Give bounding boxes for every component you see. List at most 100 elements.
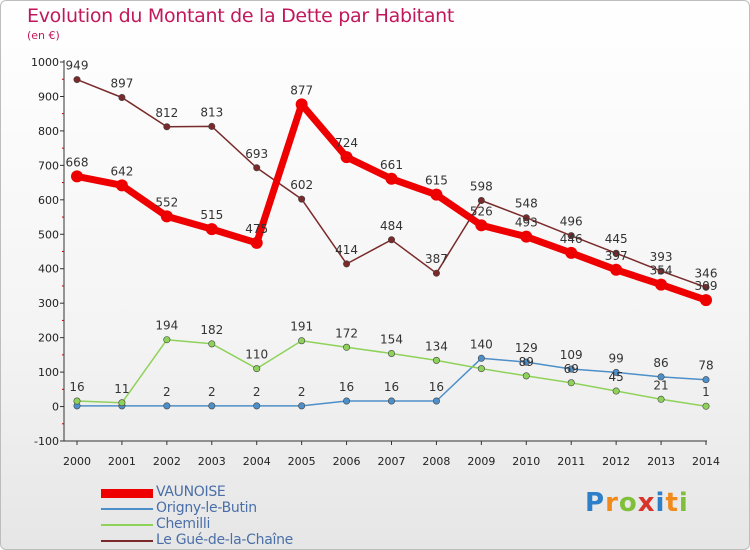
data-label: 414	[335, 243, 358, 257]
legend-swatch	[101, 488, 153, 498]
data-point	[430, 188, 443, 201]
y-tick-label: 200	[38, 332, 59, 345]
legend-swatch	[101, 508, 153, 510]
data-point	[702, 376, 710, 384]
data-label: 109	[560, 348, 583, 362]
data-label: 99	[609, 351, 624, 365]
data-point	[208, 402, 216, 410]
x-tick-label: 2014	[692, 455, 720, 468]
data-label: 2	[208, 385, 216, 399]
data-label: 191	[290, 320, 313, 334]
data-point	[522, 358, 530, 366]
data-label: 2	[163, 385, 171, 399]
data-point	[657, 395, 665, 403]
data-label: 693	[245, 147, 268, 161]
legend-label: Le Gué-de-la-Chaîne	[156, 532, 293, 548]
data-label: 16	[69, 380, 84, 394]
x-tick-label: 2009	[467, 455, 495, 468]
chart-title: Evolution du Montant de la Dette par Hab…	[27, 5, 455, 27]
data-point	[385, 172, 398, 185]
legend-label: Origny-le-Butin	[156, 500, 257, 516]
data-label: 2	[298, 385, 306, 399]
data-point	[298, 195, 306, 203]
data-point	[343, 397, 351, 405]
data-label: 642	[110, 164, 133, 178]
data-label: 496	[560, 215, 583, 229]
data-point	[567, 379, 575, 387]
x-tick-label: 2008	[422, 455, 450, 468]
x-tick-label: 2013	[647, 455, 675, 468]
data-label: 397	[605, 249, 628, 263]
data-point	[612, 368, 620, 376]
data-point	[115, 179, 128, 192]
data-point	[387, 397, 395, 405]
x-tick-label: 2003	[198, 455, 226, 468]
data-label: 45	[609, 370, 624, 384]
data-point	[432, 397, 440, 405]
data-point	[657, 373, 665, 381]
data-point	[340, 151, 353, 164]
data-point	[387, 349, 395, 357]
data-label: 11	[114, 382, 129, 396]
data-label: 813	[200, 105, 223, 119]
y-tick-label: 0	[52, 401, 59, 414]
data-point	[387, 236, 395, 244]
y-tick-label: 500	[38, 228, 59, 241]
data-label: 515	[200, 208, 223, 222]
data-label: 21	[653, 378, 668, 392]
x-tick-label: 2005	[288, 455, 316, 468]
data-label: 16	[384, 380, 399, 394]
logo-letter: i	[655, 488, 666, 518]
logo-letter: i	[678, 488, 689, 518]
data-label: 154	[380, 332, 403, 346]
data-label: 475	[245, 222, 268, 236]
data-point	[295, 98, 308, 111]
x-tick-label: 2004	[243, 455, 271, 468]
y-tick-label: -100	[34, 435, 59, 448]
data-point	[567, 232, 575, 240]
data-point	[163, 336, 171, 344]
legend-label: Chemilli	[156, 516, 211, 532]
data-label: 548	[515, 197, 538, 211]
data-point	[298, 337, 306, 345]
legend-label: VAUNOISE	[156, 484, 226, 500]
y-tick-label: 1000	[31, 56, 59, 69]
data-label: 2	[253, 385, 261, 399]
data-label: 129	[515, 341, 538, 355]
data-point	[208, 340, 216, 348]
data-label: 526	[470, 204, 493, 218]
data-point	[700, 294, 712, 307]
data-label: 949	[66, 59, 89, 73]
data-label: 484	[380, 219, 403, 233]
legend-swatch	[101, 540, 153, 542]
data-label: 134	[425, 339, 448, 353]
x-tick-label: 2007	[378, 455, 406, 468]
x-tick-label: 2001	[108, 455, 136, 468]
y-tick-label: 700	[38, 159, 59, 172]
data-label: 354	[650, 264, 673, 278]
data-point	[298, 402, 306, 410]
data-label: 493	[515, 216, 538, 230]
data-point	[118, 399, 126, 407]
data-label: 16	[339, 380, 354, 394]
data-point	[253, 402, 261, 410]
data-label: 552	[155, 195, 178, 209]
data-point	[160, 210, 173, 223]
data-label: 78	[698, 359, 713, 373]
data-point	[522, 372, 530, 380]
data-label: 69	[564, 362, 579, 376]
data-point	[610, 263, 623, 276]
proxiti-logo: Proxiti	[585, 488, 689, 518]
data-label: 89	[519, 355, 534, 369]
data-point	[73, 397, 81, 405]
data-label: 615	[425, 174, 448, 188]
data-point	[118, 93, 126, 101]
data-label: 110	[245, 348, 268, 362]
data-label: 1	[702, 385, 710, 399]
data-point	[73, 76, 81, 84]
data-point	[343, 260, 351, 268]
data-point	[432, 269, 440, 277]
data-label: 346	[695, 266, 718, 280]
data-point	[163, 123, 171, 131]
x-tick-label: 2002	[153, 455, 181, 468]
